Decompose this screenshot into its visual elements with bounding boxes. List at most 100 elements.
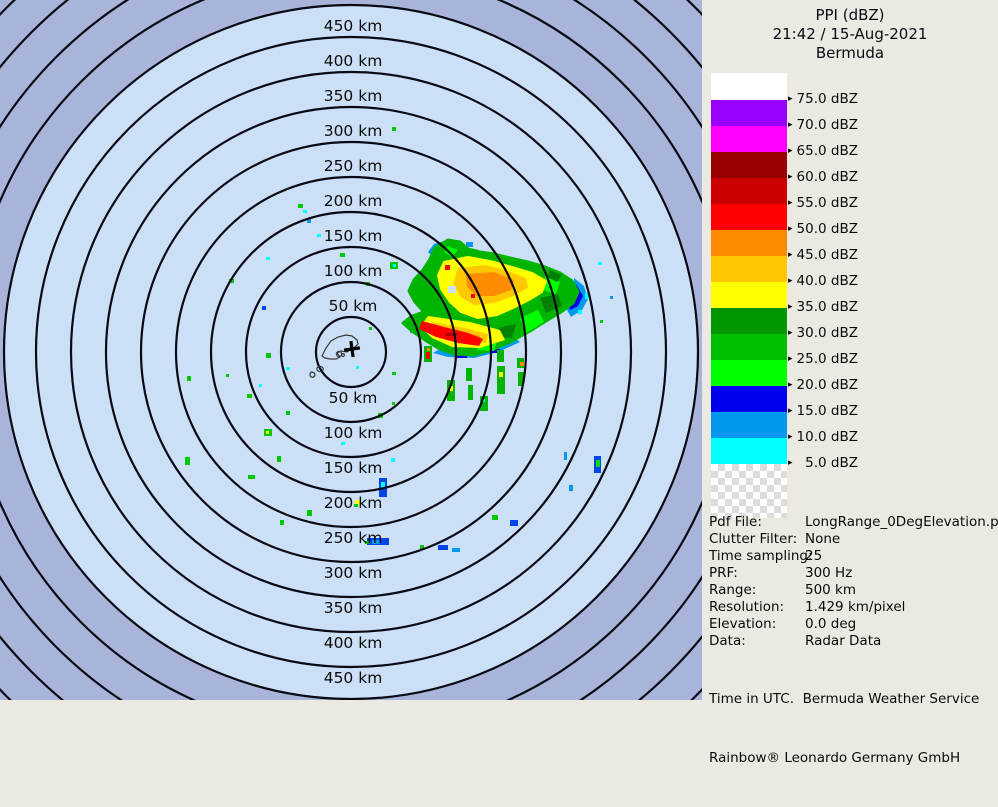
metadata-label: Pdf File: — [709, 514, 762, 530]
range-ring-label-top: 200 km — [324, 192, 383, 210]
metadata-label: Range: — [709, 582, 757, 598]
metadata-value: 25 — [805, 548, 823, 564]
legend-segment-60-65 — [711, 152, 787, 178]
dbz-color-scale — [711, 73, 787, 518]
range-ring — [69, 70, 633, 634]
legend-label-text: 10.0 dBZ — [796, 429, 858, 445]
metadata-row: Data: Radar Data — [709, 633, 998, 650]
legend-label: ▸ 30.0 dBZ — [788, 325, 858, 341]
range-rings — [0, 0, 702, 700]
legend-segment-5-10 — [711, 438, 787, 464]
timestamp: 21:42 / 15-Aug-2021 — [772, 25, 928, 43]
metadata-value: 0.0 deg — [805, 616, 857, 632]
legend-segment-55-60 — [711, 178, 787, 204]
range-ring — [104, 105, 598, 599]
range-ring — [244, 245, 458, 459]
legend-label: ▸ 50.0 dBZ — [788, 221, 858, 237]
legend-label-text: 75.0 dBZ — [796, 91, 858, 107]
scan-metadata: Pdf File: LongRange_0DegElevation.ppi Clut… — [709, 514, 998, 650]
range-ring-label-top: 300 km — [324, 122, 383, 140]
range-ring-label-bottom: 400 km — [324, 634, 383, 652]
legend-label: ▸ 55.0 dBZ — [788, 195, 858, 211]
legend-segment-20-25 — [711, 360, 787, 386]
range-ring — [139, 140, 563, 564]
legend-label: ▸ 45.0 dBZ — [788, 247, 858, 263]
range-ring — [34, 35, 668, 669]
legend-label-text: 40.0 dBZ — [796, 273, 858, 289]
legend-tick-arrow-icon: ▸ — [788, 276, 793, 286]
range-ring — [209, 210, 493, 494]
legend-tick-arrow-icon: ▸ — [788, 172, 793, 182]
legend-label-text: 70.0 dBZ — [796, 117, 858, 133]
range-ring-label-bottom: 100 km — [324, 424, 383, 442]
range-ring-label-bottom: 200 km — [324, 494, 383, 512]
legend-label-text: 35.0 dBZ — [796, 299, 858, 315]
range-ring-label-bottom: 300 km — [324, 564, 383, 582]
legend-label: ▸ 20.0 dBZ — [788, 377, 858, 393]
range-ring-labels: 50 km 50 km 100 km 100 km 150 km 150 km 200 km… — [324, 17, 383, 687]
metadata-value: 500 km — [805, 582, 857, 598]
legend-tick-arrow-icon: ▸ — [788, 224, 793, 234]
legend-label-text: 20.0 dBZ — [796, 377, 858, 393]
legend-label-text: 25.0 dBZ — [796, 351, 858, 367]
range-ring-label-top: 450 km — [324, 17, 383, 35]
legend-segment-65-70 — [711, 126, 787, 152]
product-title: PPI (dBZ) — [815, 6, 885, 24]
legend-label-text: 55.0 dBZ — [796, 195, 858, 211]
offshore-banks-outline — [309, 365, 324, 378]
legend-label: ▸ 35.0 dBZ — [788, 299, 858, 315]
metadata-label: Data: — [709, 633, 746, 649]
legend-segment-below-5 — [711, 464, 787, 518]
range-ring-label-top: 250 km — [324, 157, 383, 175]
legend-segment-35-40 — [711, 282, 787, 308]
legend-label: ▸ 5.0 dBZ — [788, 455, 858, 471]
legend-label: ▸ 25.0 dBZ — [788, 351, 858, 367]
range-ring — [174, 175, 528, 529]
legend-label: ▸ 15.0 dBZ — [788, 403, 858, 419]
legend-label-text: 50.0 dBZ — [796, 221, 858, 237]
legend-tick-arrow-icon: ▸ — [788, 432, 793, 442]
legend-segment-25-30 — [711, 334, 787, 360]
metadata-label: Elevation: — [709, 616, 777, 632]
legend-segment-40-45 — [711, 256, 787, 282]
metadata-value: 1.429 km/pixel — [805, 599, 906, 615]
metadata-row: Range: 500 km — [709, 582, 998, 599]
range-ring-label-bottom: 50 km — [329, 389, 378, 407]
legend-tick-arrow-icon: ▸ — [788, 120, 793, 130]
range-ring-label-top: 50 km — [329, 297, 378, 315]
legend-label: ▸ 60.0 dBZ — [788, 169, 858, 185]
metadata-value: LongRange_0DegElevation.ppi — [805, 514, 998, 530]
range-ring-label-bottom: 150 km — [324, 459, 383, 477]
legend-segment-30-35 — [711, 308, 787, 334]
metadata-value: 300 Hz — [805, 565, 853, 581]
metadata-label: Resolution: — [709, 599, 785, 615]
legend-segment-10-15 — [711, 412, 787, 438]
range-ring-label-top: 400 km — [324, 52, 383, 70]
legend-tick-arrow-icon: ▸ — [788, 198, 793, 208]
range-ring-label-bottom: 250 km — [324, 529, 383, 547]
range-ring-label-top: 100 km — [324, 262, 383, 280]
legend-label-text: 65.0 dBZ — [796, 143, 858, 159]
legend-tick-arrow-icon: ▸ — [788, 406, 793, 416]
legend-tick-arrow-icon: ▸ — [788, 250, 793, 260]
legend-label-text: 15.0 dBZ — [796, 403, 858, 419]
info-panel: PPI (dBZ) 21:42 / 15-Aug-2021 Bermuda ▸ 7… — [702, 0, 998, 766]
radar-display[interactable]: 50 km 50 km 100 km 100 km 150 km 150 km 200 km… — [0, 0, 702, 700]
legend-tick-arrow-icon: ▸ — [788, 94, 793, 104]
legend-label-text: 45.0 dBZ — [796, 247, 858, 263]
metadata-label: PRF: — [709, 565, 738, 581]
panel-footer: Time in UTC. Bermuda Weather Service Rai… — [709, 651, 979, 807]
metadata-row: Elevation: 0.0 deg — [709, 616, 998, 633]
legend-label: ▸ 75.0 dBZ — [788, 91, 858, 107]
legend-tick-arrow-icon: ▸ — [788, 458, 793, 468]
footer-vendor: Rainbow® Leonardo Germany GmbH — [709, 749, 961, 766]
site-name: Bermuda — [815, 44, 885, 62]
legend-label: ▸ 40.0 dBZ — [788, 273, 858, 289]
metadata-row: Time sampling:25 — [709, 548, 998, 565]
metadata-value: None — [805, 531, 841, 547]
metadata-label: Time sampling: — [709, 548, 813, 564]
legend-tick-arrow-icon: ▸ — [788, 146, 793, 156]
legend-tick-arrow-icon: ▸ — [788, 302, 793, 312]
legend-segment-15-20 — [711, 386, 787, 412]
range-ring-label-top: 150 km — [324, 227, 383, 245]
